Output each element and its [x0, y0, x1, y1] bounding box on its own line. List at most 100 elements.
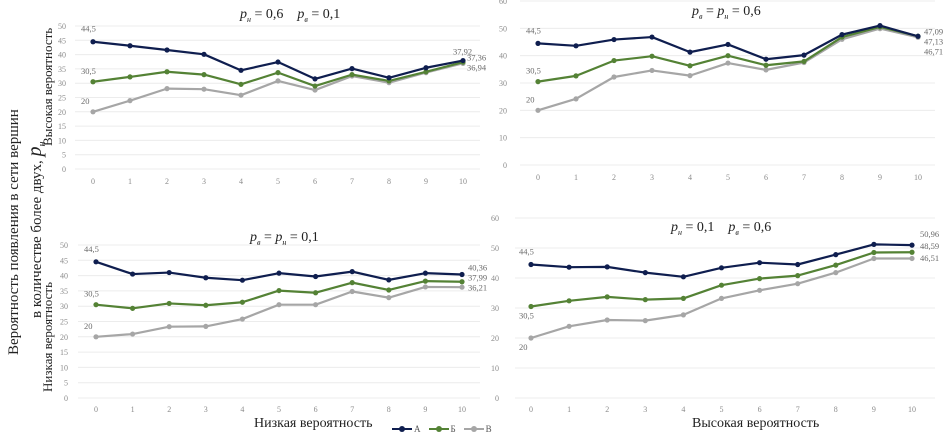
data-point-a: [649, 34, 655, 40]
legend-item-c[interactable]: В: [463, 424, 492, 434]
data-point-c: [386, 295, 392, 301]
y-tick-label: 40: [58, 51, 66, 60]
data-point-b: [312, 83, 318, 89]
title-part: pн = 0,1: [275, 230, 319, 247]
x-tick-label: 2: [167, 405, 171, 414]
data-label-start: 44,5: [81, 24, 96, 34]
data-point-a: [312, 76, 318, 82]
x-tick-label: 3: [650, 173, 654, 182]
data-label-start: 20: [519, 342, 528, 352]
data-point-b: [90, 79, 96, 85]
y-tick-label: 0: [62, 165, 66, 174]
data-label-end: 46,71: [924, 46, 943, 56]
data-point-c: [566, 323, 572, 329]
data-point-c: [422, 284, 428, 290]
data-point-a: [166, 269, 172, 276]
x-tick-label: 1: [567, 405, 571, 414]
data-point-c: [680, 312, 687, 318]
data-point-b: [611, 57, 617, 64]
data-label-end: 36,94: [467, 63, 487, 73]
x-tick-label: 8: [834, 405, 838, 414]
x-tick-label: 7: [350, 405, 354, 414]
y-tick-label: 20: [58, 108, 66, 117]
x-tick-label: 10: [914, 173, 922, 182]
y-tick-label: 20: [499, 106, 507, 115]
data-point-b: [349, 72, 355, 78]
y-tick-label: 40: [499, 52, 507, 61]
y-tick-label: 5: [64, 379, 68, 388]
data-point-a: [642, 270, 648, 276]
y-tick-label: 35: [58, 65, 66, 74]
data-point-c: [312, 87, 318, 93]
row-label-bottom: Низкая вероятность: [40, 281, 55, 392]
data-point-c: [757, 287, 763, 293]
title-part: pн = 0,6: [240, 7, 284, 24]
x-tick-label: 0: [536, 173, 540, 182]
x-tick-label: 8: [840, 173, 844, 182]
x-tick-label: 1: [128, 177, 132, 186]
data-label-start: 44,5: [84, 244, 99, 254]
x-tick-label: 4: [688, 173, 692, 182]
data-point-c: [909, 255, 915, 262]
data-point-a: [276, 270, 282, 276]
data-point-a: [127, 43, 133, 49]
data-point-b: [535, 79, 541, 85]
data-point-c: [763, 67, 769, 73]
data-point-c: [90, 109, 96, 115]
data-point-a: [757, 260, 763, 266]
x-tick-label: 3: [204, 405, 208, 414]
data-point-c: [203, 323, 209, 329]
row-label-top: Высокая вероятность: [40, 27, 55, 146]
data-point-a: [763, 56, 769, 62]
column-label-right: Высокая вероятность: [692, 416, 820, 431]
chart-title-bottom-left: pв = pн = 0,1: [250, 230, 319, 247]
data-label-end: 50,96: [920, 229, 939, 239]
x-tick-label: 9: [424, 177, 428, 186]
data-point-a: [201, 51, 207, 57]
y-tick-label: 10: [491, 364, 499, 373]
x-tick-label: 2: [605, 405, 609, 414]
data-point-b: [604, 294, 610, 300]
y-tick-label: 30: [58, 79, 66, 88]
data-point-a: [164, 47, 170, 53]
data-point-c: [164, 86, 170, 92]
data-point-c: [871, 255, 877, 262]
data-point-b: [757, 276, 763, 282]
data-point-b: [725, 53, 731, 59]
data-point-c: [573, 96, 579, 102]
legend-item-a[interactable]: А: [392, 424, 421, 434]
chart-title-top-right: pв = pн = 0,6: [692, 4, 761, 21]
y-tick-label: 50: [491, 244, 499, 253]
x-tick-label: 3: [202, 177, 206, 186]
data-point-a: [238, 67, 244, 73]
data-point-a: [725, 41, 731, 48]
data-point-b: [422, 278, 428, 284]
x-tick-label: 6: [313, 177, 317, 186]
data-point-c: [725, 60, 731, 66]
data-label-end: 36,21: [468, 282, 487, 292]
data-label-start: 20: [81, 96, 90, 106]
x-tick-label: 1: [131, 405, 135, 414]
title-part: pв = 0,1: [297, 7, 341, 24]
data-point-b: [349, 280, 355, 286]
legend-item-b[interactable]: Б: [428, 424, 456, 434]
series-line-c: [537, 27, 919, 112]
y-tick-label: 60: [499, 0, 507, 6]
x-tick-label: 10: [458, 405, 466, 414]
x-tick-label: 0: [529, 405, 533, 414]
data-label-end: 37,36: [467, 53, 486, 63]
data-point-a: [566, 264, 572, 270]
data-label-end: 48,59: [920, 241, 939, 251]
data-point-a: [422, 270, 428, 276]
data-point-b: [573, 73, 579, 79]
data-point-a: [871, 241, 877, 247]
x-tick-label: 7: [796, 405, 800, 414]
data-label-start: 30,5: [84, 289, 99, 299]
data-point-b: [276, 287, 282, 294]
data-point-a: [795, 261, 801, 268]
data-point-c: [687, 73, 693, 79]
data-point-b: [680, 295, 687, 301]
y-tick-label: 20: [60, 333, 68, 342]
x-tick-label: 8: [387, 177, 391, 186]
